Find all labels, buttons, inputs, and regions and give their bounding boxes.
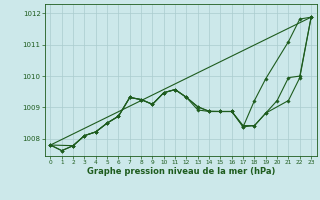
X-axis label: Graphe pression niveau de la mer (hPa): Graphe pression niveau de la mer (hPa) [87,167,275,176]
